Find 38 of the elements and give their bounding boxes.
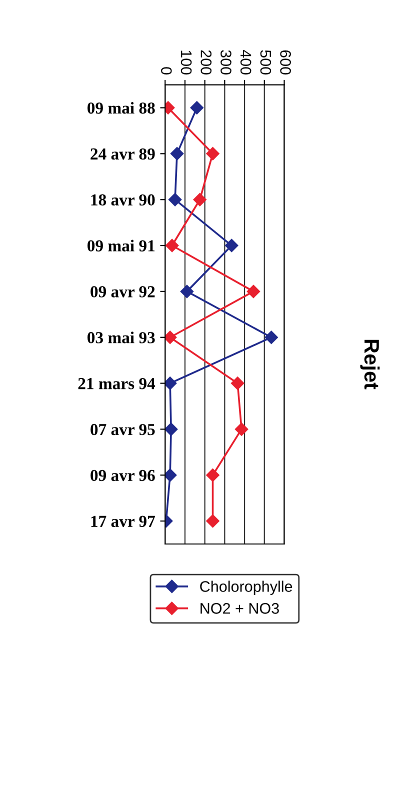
x-tick-label: 0: [161, 67, 172, 74]
point: [180, 284, 194, 298]
x-tick-label: 100: [180, 50, 192, 74]
legend-label: NO2 + NO3: [200, 602, 279, 614]
point: [193, 193, 206, 206]
y-tick-label: 09 mai 91: [88, 240, 155, 252]
y-tick-label: 18 avr 90: [91, 194, 155, 206]
y-tick-label: 09 avr 92: [90, 286, 155, 298]
point: [190, 101, 204, 114]
y-tick-label: 17 avr 97: [91, 516, 155, 527]
point: [234, 422, 248, 436]
point: [165, 238, 179, 252]
point: [206, 147, 220, 160]
point: [165, 330, 177, 344]
point: [165, 422, 178, 436]
y-tick-label: 09 mai 88: [88, 102, 155, 114]
text: Rejet: [360, 340, 380, 390]
point: [165, 468, 177, 482]
point: [168, 193, 182, 206]
point: [170, 147, 184, 160]
y-tick-label: 03 mai 93: [88, 332, 155, 344]
point: [206, 468, 220, 482]
x-tick-label: 500: [260, 50, 272, 74]
point: [264, 330, 278, 344]
y-tick-label: 24 avr 89: [90, 148, 155, 160]
legend-label: Cholorophylle: [200, 580, 292, 595]
point: [230, 376, 244, 390]
point: [225, 238, 238, 252]
y-tick-label: 07 avr 95: [90, 424, 155, 436]
point: [165, 376, 177, 390]
x-tick-label: 200: [200, 50, 212, 74]
point: [246, 284, 260, 298]
x-tick-label: 600: [280, 50, 291, 74]
x-tick-label: 300: [220, 50, 232, 74]
y-tick-label: 21 mars 94: [78, 378, 156, 390]
point: [206, 514, 220, 528]
x-tick-label: 400: [240, 50, 252, 74]
y-tick-label: 09 avr 96: [90, 470, 155, 482]
